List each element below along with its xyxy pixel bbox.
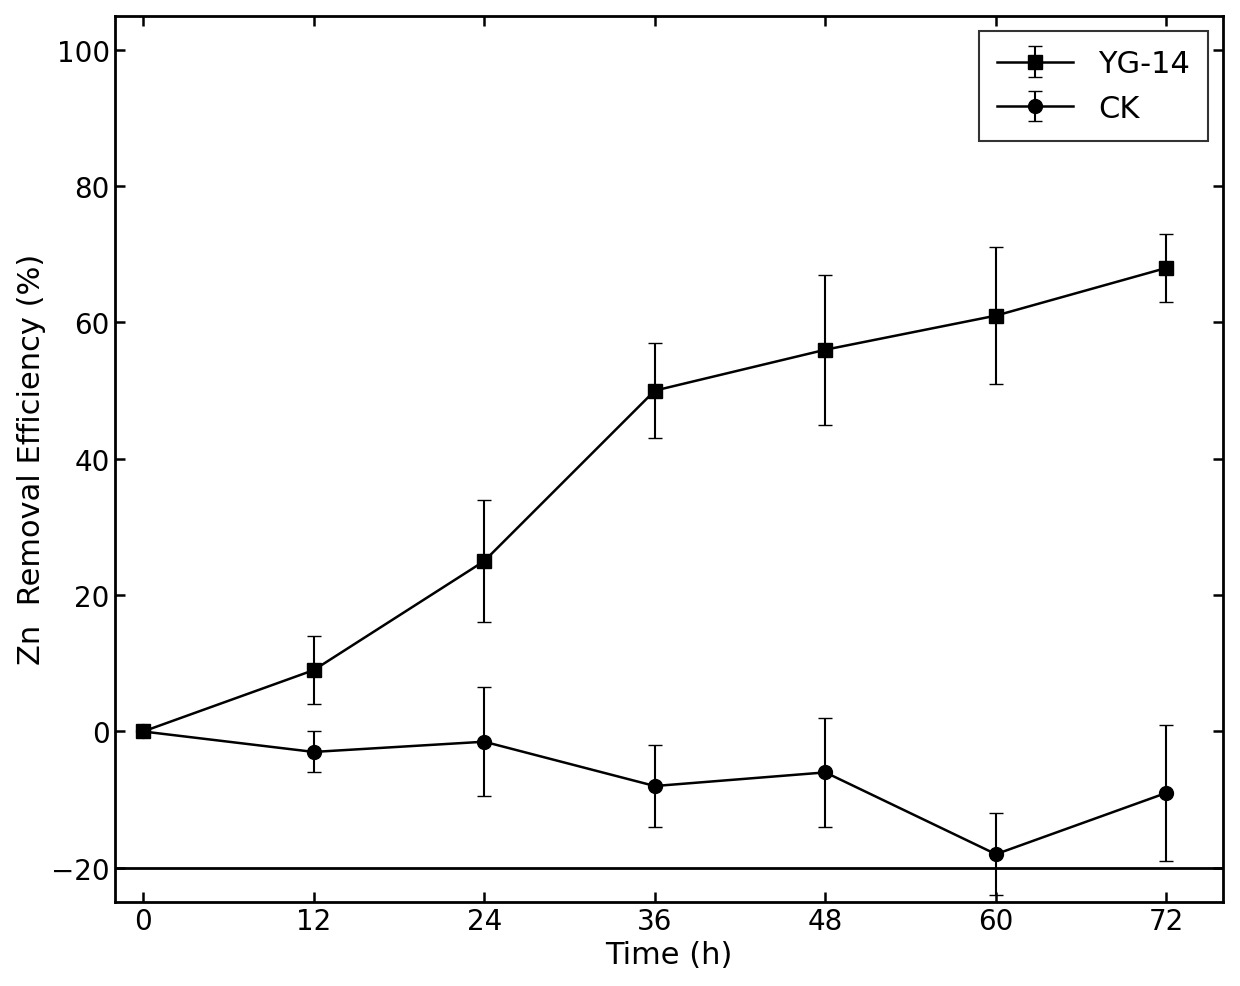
Y-axis label: Zn  Removal Efficiency (%): Zn Removal Efficiency (%) [16,254,46,665]
Legend: YG-14, CK: YG-14, CK [978,32,1208,142]
X-axis label: Time (h): Time (h) [605,941,733,969]
